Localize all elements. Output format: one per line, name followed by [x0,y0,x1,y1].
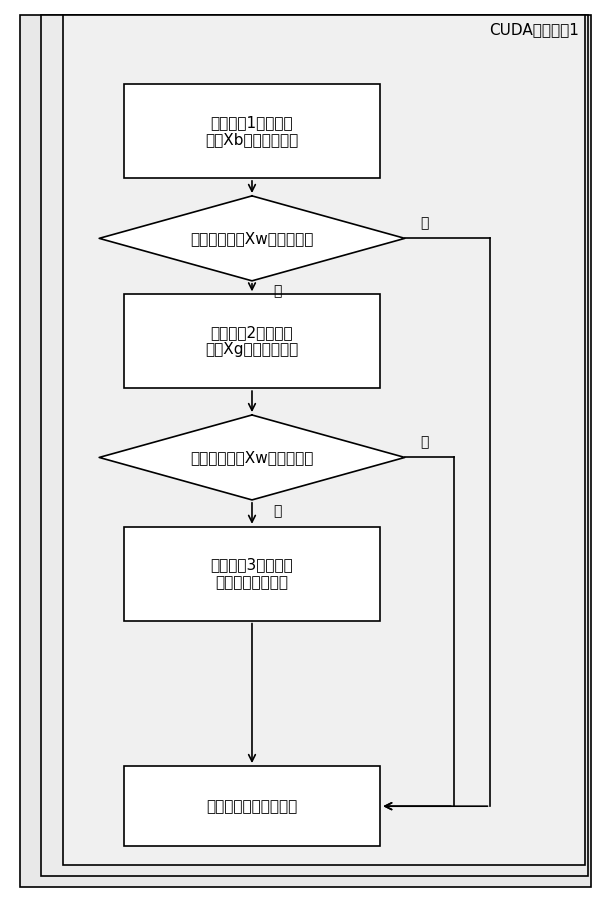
Bar [123,84,380,178]
Bar [123,527,380,621]
Text: ...CUDA并行线程: ...CUDA并行线程 [490,22,585,37]
Bar [41,15,588,876]
Bar [63,15,585,866]
Text: 是: 是 [420,435,429,449]
Text: 采用策略2向全局最
优解Xg方向更新青蛙: 采用策略2向全局最 优解Xg方向更新青蛙 [205,325,298,357]
Polygon shape [99,415,405,500]
Text: 组内最差青蛙Xw是否改善？: 组内最差青蛙Xw是否改善？ [190,450,314,465]
Text: CUDA并行线程1: CUDA并行线程1 [489,22,579,37]
Bar [123,766,380,847]
Text: ...CUDA并行线程$m$: ...CUDA并行线程$m$ [480,22,585,39]
Text: 否: 否 [273,504,282,518]
Bar [123,294,380,388]
Text: 是: 是 [420,216,429,231]
Text: 否: 否 [273,284,282,298]
Polygon shape [99,196,405,281]
Text: 采用策略1向组内最
优解Xb方向更新青蛙: 采用策略1向组内最 优解Xb方向更新青蛙 [205,115,298,147]
Text: 结束本次模因组内搜索: 结束本次模因组内搜索 [206,798,298,814]
Text: 组内最差青蛙Xw是否改善？: 组内最差青蛙Xw是否改善？ [190,231,314,246]
Text: 采用策略3向最小二
乘解方向更新青蛙: 采用策略3向最小二 乘解方向更新青蛙 [211,558,293,590]
Text: CUDA并行线程2: CUDA并行线程2 [492,22,582,37]
